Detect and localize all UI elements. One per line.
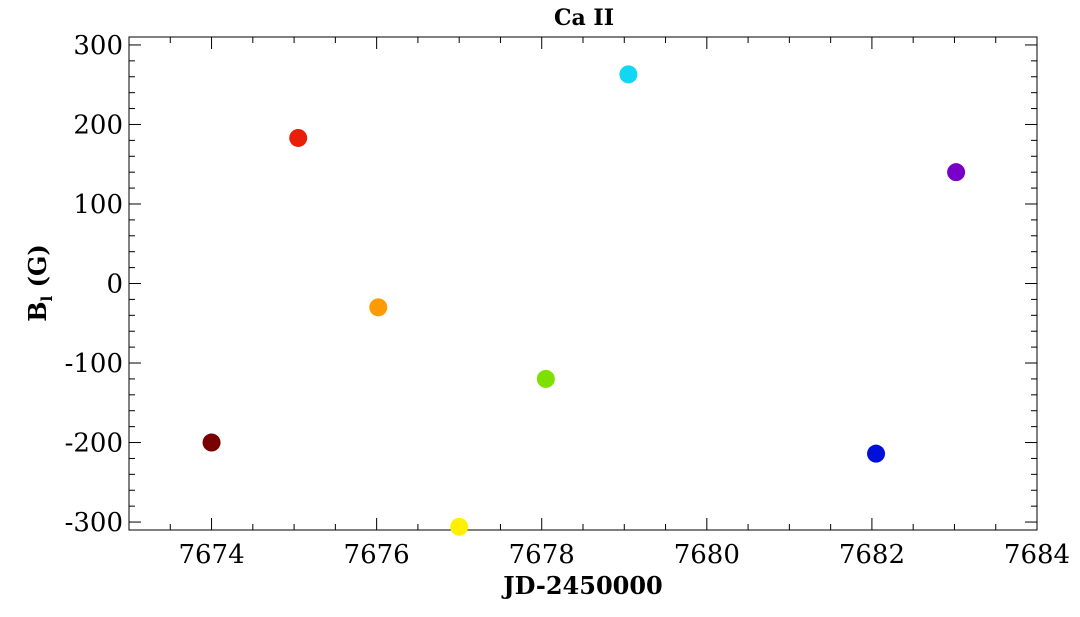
data-point	[450, 517, 469, 536]
data-point	[289, 128, 308, 147]
x-tick-label: 7674	[178, 540, 244, 570]
y-tick-label: 200	[73, 110, 123, 140]
y-tick-label: 100	[73, 190, 123, 220]
data-point	[202, 433, 221, 452]
data-point	[536, 369, 555, 388]
x-tick-label: 7678	[509, 540, 575, 570]
x-tick-labels: 7674 7676 7678 7680 7682 7684	[178, 540, 1070, 570]
chart-title: Ca II	[554, 5, 614, 31]
y-tick-label: 300	[73, 31, 123, 61]
y-axis-label-main: B	[23, 301, 52, 321]
y-axis-label-unit: (G)	[23, 244, 52, 296]
y-axis-label-subscript: l	[38, 295, 56, 301]
x-tick-label: 7682	[839, 540, 905, 570]
data-points	[202, 65, 966, 536]
x-tick-label: 7680	[674, 540, 740, 570]
x-tick-label: 7676	[344, 540, 410, 570]
y-axis-label: Bl (G)	[23, 244, 56, 322]
data-point	[619, 65, 638, 84]
y-tick-label: -200	[65, 429, 123, 459]
x-axis-label: JD-2450000	[501, 571, 662, 600]
data-point	[947, 163, 966, 182]
y-tick-label: -100	[65, 349, 123, 379]
x-tick-label: 7684	[1004, 540, 1070, 570]
data-point	[867, 444, 886, 463]
y-tick-label: 0	[106, 270, 123, 300]
y-tick-label: -300	[65, 508, 123, 538]
minor-ticks	[128, 37, 1037, 530]
y-tick-labels: -300 -200 -100 0 100 200 300	[65, 31, 123, 538]
data-point	[369, 298, 388, 317]
major-ticks	[129, 37, 1038, 530]
plot-frame	[128, 36, 1038, 531]
